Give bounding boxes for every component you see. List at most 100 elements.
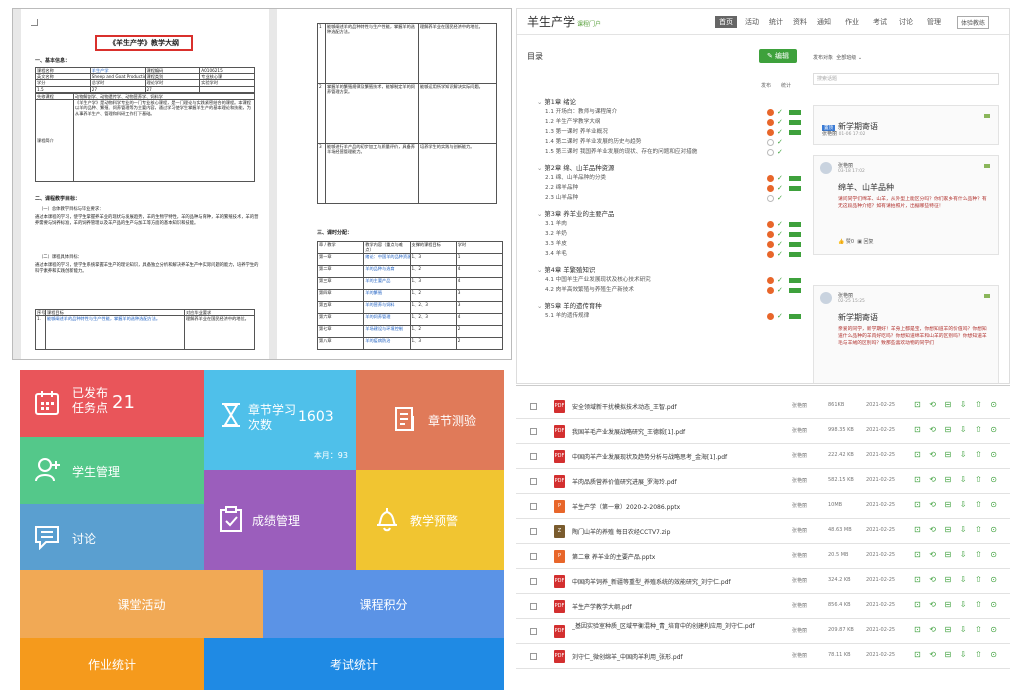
nav-tab[interactable]: 管理 (927, 18, 941, 26)
file-checkbox[interactable] (530, 653, 537, 660)
file-checkbox[interactable] (530, 503, 537, 510)
file-action-icons[interactable]: ⊡ ⟲ ⊟ ⇩ ⇧ ⊙ (914, 550, 1000, 559)
section-item[interactable]: 1.4 第二课时 养羊业发展的历史与趋势 ✓ (537, 137, 799, 147)
section-item[interactable]: 3.3 羊皮 ✓ (537, 239, 801, 249)
stats-icon[interactable] (789, 252, 801, 257)
file-checkbox[interactable] (530, 478, 537, 485)
tile-course-points[interactable]: 课程积分 (263, 570, 504, 638)
section-item[interactable]: 2.2 绵羊品种 ✓ (537, 183, 801, 193)
section-item[interactable]: 4.1 中国羊生产业发展现状及核心技术研究 ✓ (537, 275, 801, 285)
file-checkbox[interactable] (530, 603, 537, 610)
file-checkbox[interactable] (530, 528, 537, 535)
file-name[interactable]: 羊生产学教学大纲.pdf (572, 604, 632, 611)
tile-chapter-study[interactable]: 章节学习 次数 1603 本月：93 (204, 370, 356, 470)
tile-homework-stats[interactable]: 作业统计 (20, 638, 204, 690)
section-item[interactable]: 1.1 开场白：教师与课程简介 ✓ (537, 107, 801, 117)
file-name[interactable]: 刘守仁_微创绵羊_中国肉羊利用_张形.pdf (572, 654, 683, 661)
file-name[interactable]: 中国肉羊产业发展现状及趋势分析与战略思考_金海[1].pdf (572, 454, 728, 461)
file-name[interactable]: 陶门山羊的养殖 每日农经CCTV7.zip (572, 529, 671, 536)
stats-icon[interactable] (789, 176, 801, 181)
section-item[interactable]: 2.3 山羊品种 ✓ (537, 193, 799, 203)
tile-class-activity[interactable]: 课堂活动 (20, 570, 263, 638)
file-row[interactable]: Z 陶门山羊的养殖 每日农经CCTV7.zip 张艳丽 48.63 MB 2021-02… (516, 519, 1010, 544)
file-name[interactable]: 中国肉羊饲养_新疆等重型_养殖系统的效能研究_刘宁仁.pdf (572, 579, 731, 586)
file-checkbox[interactable] (530, 578, 537, 585)
stats-icon[interactable] (789, 110, 801, 115)
chapter-title[interactable]: 第2章 绵、山羊品种资源 (537, 163, 799, 173)
file-action-icons[interactable]: ⊡ ⟲ ⊟ ⇩ ⇧ ⊙ (914, 600, 1000, 609)
nav-tab[interactable]: 作业 (845, 18, 859, 26)
stats-icon[interactable] (789, 222, 801, 227)
tile-exam-stats[interactable]: 考试统计 (204, 638, 504, 690)
like-icon[interactable]: 👍 (838, 239, 845, 245)
stats-icon[interactable] (789, 242, 801, 247)
section-item[interactable]: 5.1 羊的遗传规律 ✓ (537, 311, 801, 321)
file-row[interactable]: PDF 刘守仁_微创绵羊_中国肉羊利用_张形.pdf 张艳丽 78.11 KB 2021… (516, 644, 1010, 669)
file-action-icons[interactable]: ⊡ ⟲ ⊟ ⇩ ⇧ ⊙ (914, 500, 1000, 509)
file-checkbox[interactable] (530, 403, 537, 410)
file-row[interactable]: PDF 羊肉品质营养价值研究进展_罗海玲.pdf 张艳丽 582.15 KB 2021-… (516, 469, 1010, 494)
section-item[interactable]: 3.1 羊肉 ✓ (537, 219, 801, 229)
section-item[interactable]: 4.2 肉羊高效繁殖与养殖生产新技术 ✓ (537, 285, 801, 295)
tile-student-management[interactable]: 学生管理 (20, 437, 204, 504)
stats-icon[interactable] (789, 232, 801, 237)
file-row[interactable]: PDF _基因实验室种质_区域平衡混种_青_培育中的创建利应用_刘守仁.pdf 张艳… (516, 619, 1010, 644)
chapter-title[interactable]: 第4章 羊繁殖知识 (537, 265, 799, 275)
discussion-filter[interactable]: 发布对象 全部班级 ⌄ (813, 55, 863, 61)
file-action-icons[interactable]: ⊡ ⟲ ⊟ ⇩ ⇧ ⊙ (914, 400, 1000, 409)
file-action-icons[interactable]: ⊡ ⟲ ⊟ ⇩ ⇧ ⊙ (914, 525, 1000, 534)
section-item[interactable]: 3.2 羊奶 ✓ (537, 229, 801, 239)
file-row[interactable]: P 第二章 养羊业的主要产品.pptx 张艳丽 20.5 MB 2021-02-25 ⊡ … (516, 544, 1010, 569)
chapter-title[interactable]: 第3章 养羊业的主要产品 (537, 209, 799, 219)
file-row[interactable]: PDF 羊生产学教学大纲.pdf 张艳丽 856.4 KB 2021-02-25 ⊡ ⟲ … (516, 594, 1010, 619)
section-item[interactable]: 3.4 羊毛 ✓ (537, 249, 801, 259)
file-action-icons[interactable]: ⊡ ⟲ ⊟ ⇩ ⇧ ⊙ (914, 425, 1000, 434)
teacher-view-button[interactable]: 体验教练 (957, 16, 990, 29)
file-name[interactable]: 第二章 养羊业的主要产品.pptx (572, 554, 656, 561)
file-checkbox[interactable] (530, 628, 537, 635)
file-name[interactable]: _基因实验室种质_区域平衡混种_青_培育中的创建利应用_刘守仁.pdf (572, 623, 755, 630)
file-name[interactable]: 羊生产学（第一章）2020-2-2086.pptx (572, 504, 681, 511)
nav-tab[interactable]: 资料 (793, 18, 807, 26)
file-action-icons[interactable]: ⊡ ⟲ ⊟ ⇩ ⇧ ⊙ (914, 475, 1000, 484)
file-action-icons[interactable]: ⊡ ⟲ ⊟ ⇩ ⇧ ⊙ (914, 575, 1000, 584)
topic-search-input[interactable]: 搜索话题 (813, 73, 999, 85)
topic-card-breeds[interactable]: 张艳丽 03-18 17:02 绵羊、山羊品种 请问同学们绵羊、山羊，从外型上能… (813, 155, 999, 255)
file-checkbox[interactable] (530, 453, 537, 460)
nav-tab[interactable]: 统计 (769, 18, 783, 26)
stats-icon[interactable] (789, 278, 801, 283)
stats-icon[interactable] (789, 186, 801, 191)
tile-grade-management[interactable]: 成绩管理 (204, 470, 356, 570)
nav-tab[interactable]: 首页 (715, 16, 737, 28)
file-name[interactable]: 我国羊毛产业发展战略研究_王德毅[1].pdf (572, 429, 686, 436)
tile-teaching-warning[interactable]: 教学预警 (356, 470, 504, 570)
nav-tab[interactable]: 通知 (817, 18, 831, 26)
nav-tab[interactable]: 考试 (873, 18, 887, 26)
tile-chapter-quiz[interactable]: 章节测验 (356, 370, 504, 470)
edit-toc-button[interactable]: ✎ 编辑 (759, 49, 797, 63)
section-item[interactable]: 1.5 第三课时 我国养羊业发展的现状、存在的问题和应对措施 ✓ (537, 147, 799, 157)
file-row[interactable]: PDF 安全领域新干扰模拟技术动态_王智.pdf 张艳丽 861KB 2021-02-2… (516, 394, 1010, 419)
stats-icon[interactable] (789, 288, 801, 293)
file-row[interactable]: PDF 中国肉羊饲养_新疆等重型_养殖系统的效能研究_刘宁仁.pdf 张艳丽 324.… (516, 569, 1010, 594)
section-item[interactable]: 2.1 绵、山羊品种的分类 ✓ (537, 173, 801, 183)
tile-discussion[interactable]: 讨论 (20, 504, 204, 570)
file-name[interactable]: 羊肉品质营养价值研究进展_罗海玲.pdf (572, 479, 677, 486)
file-action-icons[interactable]: ⊡ ⟲ ⊟ ⇩ ⇧ ⊙ (914, 450, 1000, 459)
file-checkbox[interactable] (530, 428, 537, 435)
stats-icon[interactable] (789, 130, 801, 135)
topic-card-welcome[interactable]: 张艳丽 02-25 15:25 新学期寄语 亲爱的同学，新学期好！羊身上都是宝，… (813, 285, 999, 383)
nav-tab[interactable]: 活动 (745, 18, 759, 26)
file-row[interactable]: PDF 中国肉羊产业发展现状及趋势分析与战略思考_金海[1].pdf 张艳丽 222.… (516, 444, 1010, 469)
section-item[interactable]: 1.3 第一课时 养羊业概况 ✓ (537, 127, 801, 137)
section-item[interactable]: 1.2 羊生产学教学大纲 ✓ (537, 117, 801, 127)
chapter-title[interactable]: 第1章 绪论 (537, 97, 799, 107)
pinned-topic-card[interactable]: 置顶 新学期寄语 张艳丽 01-06 17:02 (813, 105, 999, 145)
file-action-icons[interactable]: ⊡ ⟲ ⊟ ⇩ ⇧ ⊙ (914, 625, 1000, 634)
file-row[interactable]: P 羊生产学（第一章）2020-2-2086.pptx 张艳丽 10MB 2021-02… (516, 494, 1010, 519)
file-name[interactable]: 安全领域新干扰模拟技术动态_王智.pdf (572, 404, 677, 411)
reply-icon[interactable]: ▣ (857, 239, 862, 245)
chapter-title[interactable]: 第5章 羊的遗传育种 (537, 301, 799, 311)
file-row[interactable]: PDF 我国羊毛产业发展战略研究_王德毅[1].pdf 张艳丽 998.35 KB 20… (516, 419, 1010, 444)
nav-tab[interactable]: 讨论 (899, 18, 913, 26)
